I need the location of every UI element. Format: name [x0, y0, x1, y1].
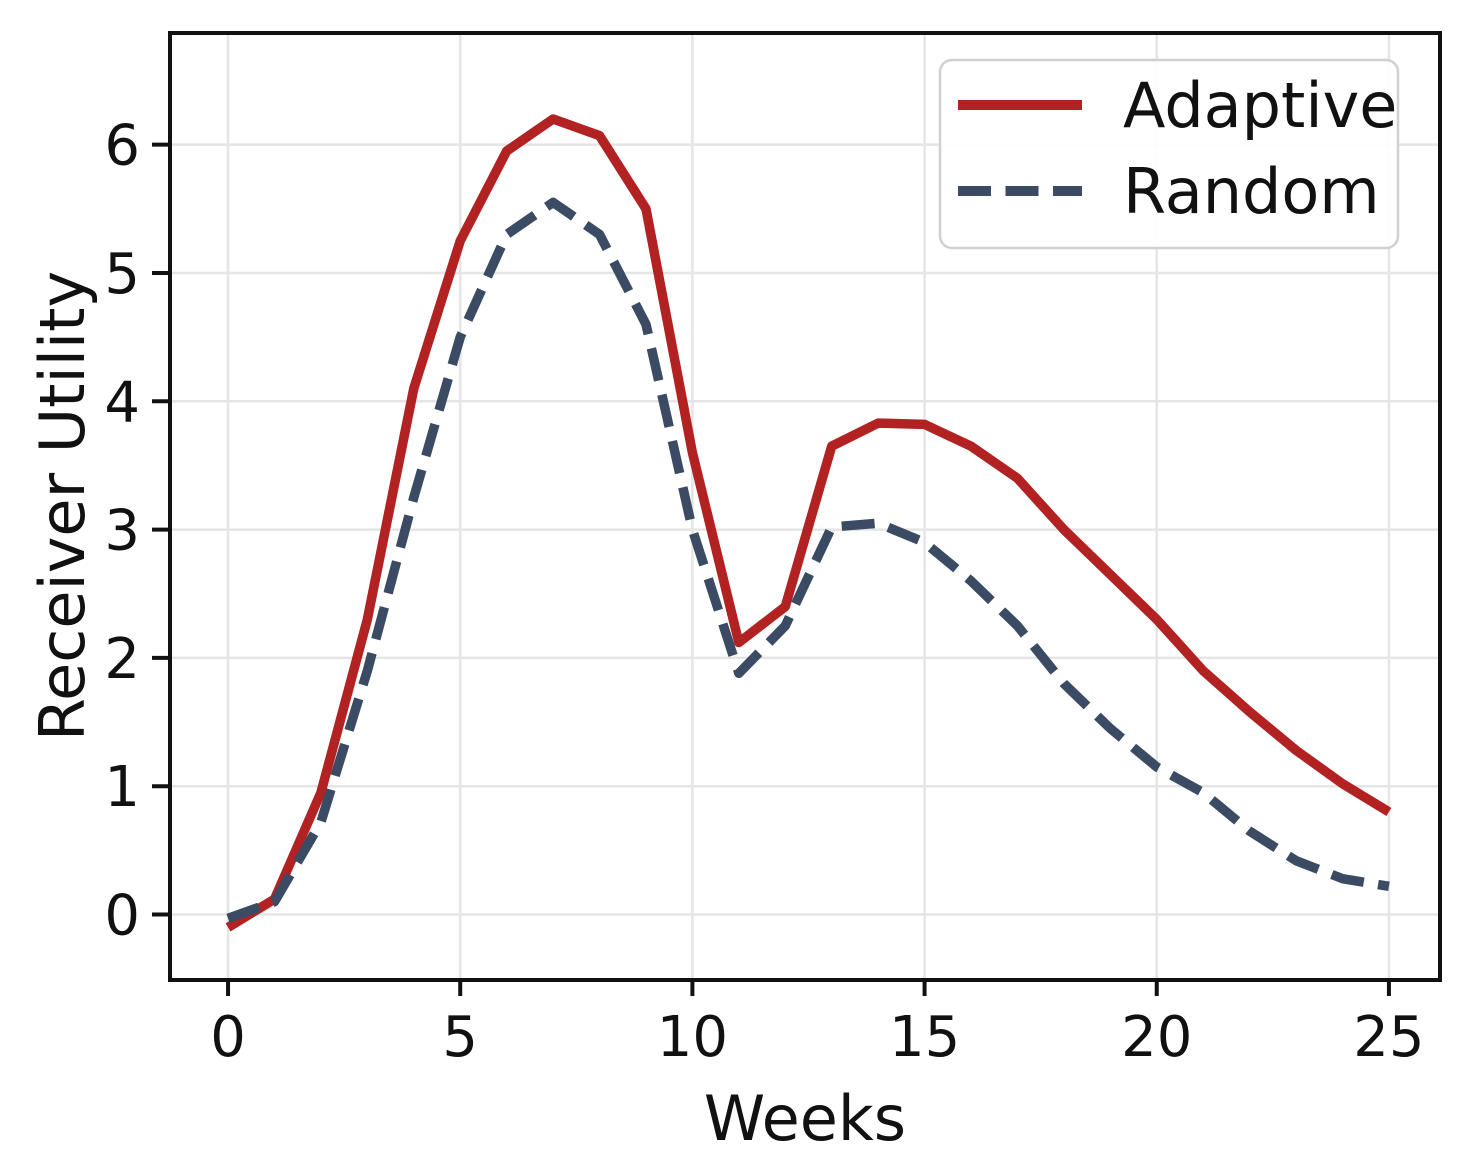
legend-label-random: Random: [1123, 155, 1380, 228]
y-tick-label: 5: [104, 242, 140, 307]
x-tick-labels: 0 5 10 15 20 25: [210, 1005, 1424, 1070]
plot-border: [168, 31, 1442, 982]
x-tick-label: 15: [889, 1005, 960, 1070]
x-tick-label: 0: [210, 1005, 246, 1070]
y-tick-label: 1: [104, 755, 140, 820]
random-line: [226, 197, 1390, 923]
y-tick-labels: 0 1 2 3 4 5 6: [104, 114, 140, 949]
legend-label-adaptive: Adaptive: [1123, 69, 1397, 142]
x-tick-label: 20: [1121, 1005, 1192, 1070]
y-tick-label: 2: [104, 627, 140, 692]
adaptive-line: [225, 114, 1392, 932]
series-layer: [225, 114, 1392, 932]
y-axis-label: Receiver Utility: [26, 271, 99, 741]
x-tick-label: 25: [1353, 1005, 1424, 1070]
y-tick-label: 6: [104, 114, 140, 179]
x-tick-label: 5: [442, 1005, 478, 1070]
x-tick-label: 10: [657, 1005, 728, 1070]
x-axis-label: Weeks: [704, 1082, 906, 1155]
y-tick-label: 3: [104, 499, 140, 564]
legend: Adaptive Random: [938, 58, 1400, 250]
axis-ticks: [152, 142, 1391, 996]
y-tick-label: 0: [104, 884, 140, 949]
y-tick-label: 4: [104, 370, 140, 435]
